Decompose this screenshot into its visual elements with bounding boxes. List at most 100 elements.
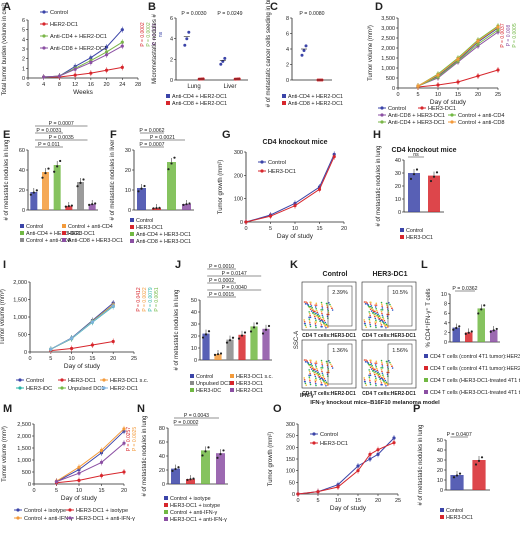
y-tick-label: 500 [22, 470, 31, 476]
flow-event [379, 319, 382, 322]
x-tick-label: Lung [187, 84, 200, 90]
flow-event [314, 362, 317, 364]
legend-label: HER3-DC1 [236, 381, 263, 387]
flow-event [324, 382, 326, 384]
legend-label: Unpulsed DC1 [68, 386, 104, 392]
y-tick-label: 30 [395, 171, 401, 177]
data-point [189, 478, 192, 481]
data-point [464, 332, 467, 335]
data-point [304, 44, 308, 48]
flow-event [381, 309, 384, 311]
legend-marker [18, 378, 22, 382]
flow-event [375, 367, 378, 370]
flow-event [363, 378, 366, 381]
legend-label: Anti-CD4 + HER3-DC1 [26, 231, 81, 237]
legend-label: HER3-DC1 [446, 515, 473, 521]
flow-event [310, 301, 312, 304]
bar [53, 165, 61, 210]
data-point [225, 341, 229, 344]
panel-label-f: F [110, 129, 117, 141]
flow-event [368, 311, 370, 313]
flow-event [363, 377, 366, 379]
flow-event [315, 326, 317, 329]
data-point [223, 56, 227, 60]
flow-event [386, 304, 388, 307]
y-tick-label: 0 [398, 210, 401, 216]
flow-event [374, 323, 377, 325]
flow-event [384, 382, 386, 384]
flow-event [320, 382, 323, 384]
panel-label-k: K [290, 259, 298, 271]
flow-event [389, 303, 391, 306]
series-line-3 [56, 442, 125, 483]
legend-label: HER3-DC1 + isotype [170, 503, 220, 509]
x-tick-label: 0 [396, 92, 399, 98]
flow-event [378, 315, 380, 317]
flow-title: Control [323, 271, 348, 278]
legend-swatch [20, 231, 24, 235]
flow-event [375, 377, 377, 380]
flow-event [308, 363, 310, 366]
y-tick-label: 0 [22, 76, 25, 82]
flow-event [308, 376, 311, 378]
flow-event [303, 377, 306, 379]
flow-event [314, 379, 316, 381]
legend-marker [102, 386, 106, 390]
flow-event [384, 324, 386, 326]
flow-event [313, 373, 316, 376]
y-axis-label: Micrometastatic nodules # [152, 13, 158, 83]
x-tick-label: 15 [316, 226, 322, 232]
flow-event [309, 322, 311, 324]
quadrant-percent: 2.39% [332, 290, 348, 296]
flow-event [385, 360, 388, 363]
flow-event [386, 313, 389, 316]
flow-event [327, 371, 330, 374]
legend-label: HER2-DC1 [50, 22, 78, 28]
data-point [204, 450, 207, 453]
flow-event [373, 310, 375, 313]
x-tick-label: 25 [395, 498, 401, 504]
x-tick-label: 20 [121, 488, 127, 494]
flow-event [378, 373, 380, 375]
data-point [47, 167, 50, 170]
p-value: P = 0.0002 [140, 22, 146, 46]
flow-event [364, 322, 366, 325]
legend-label: Control [268, 160, 286, 166]
flow-event [369, 325, 372, 328]
y-axis-label: Tumor growth (mm²) [268, 432, 274, 486]
flow-event [370, 305, 373, 307]
y-tick-label: 40 [437, 448, 443, 454]
x-tick-label: 15 [89, 356, 95, 362]
flow-event [318, 373, 320, 375]
flow-event [373, 315, 376, 318]
p-value: P = 0.0025 [132, 427, 138, 451]
flow-event [314, 324, 317, 327]
data-point [171, 469, 174, 473]
legend-label: Anti-CD8 + HER2-DC1 [50, 46, 107, 52]
legend-swatch [130, 218, 134, 222]
flow-event [376, 311, 379, 314]
legend-swatch [20, 238, 24, 242]
flow-event [329, 361, 331, 364]
flow-event [303, 359, 306, 361]
flow-event [383, 322, 385, 325]
flow-event [378, 317, 381, 320]
flow-event [330, 305, 332, 308]
flow-event [314, 323, 317, 325]
y-tick-label: 50 [191, 298, 197, 304]
flow-event [320, 367, 322, 369]
flow-event [391, 365, 393, 368]
flow-event [319, 319, 322, 322]
x-tick-label: 20 [341, 226, 347, 232]
x-tick-label: 5 [49, 356, 52, 362]
flow-event [320, 368, 323, 371]
flow-event [310, 363, 313, 365]
legend-marker [60, 386, 64, 390]
flow-event [381, 361, 383, 364]
legend-label: Control [388, 106, 406, 112]
panel-label-a: A [3, 1, 11, 13]
flow-event [304, 382, 307, 385]
data-point [201, 336, 205, 339]
flow-event [314, 321, 316, 323]
flow-event [314, 371, 316, 373]
